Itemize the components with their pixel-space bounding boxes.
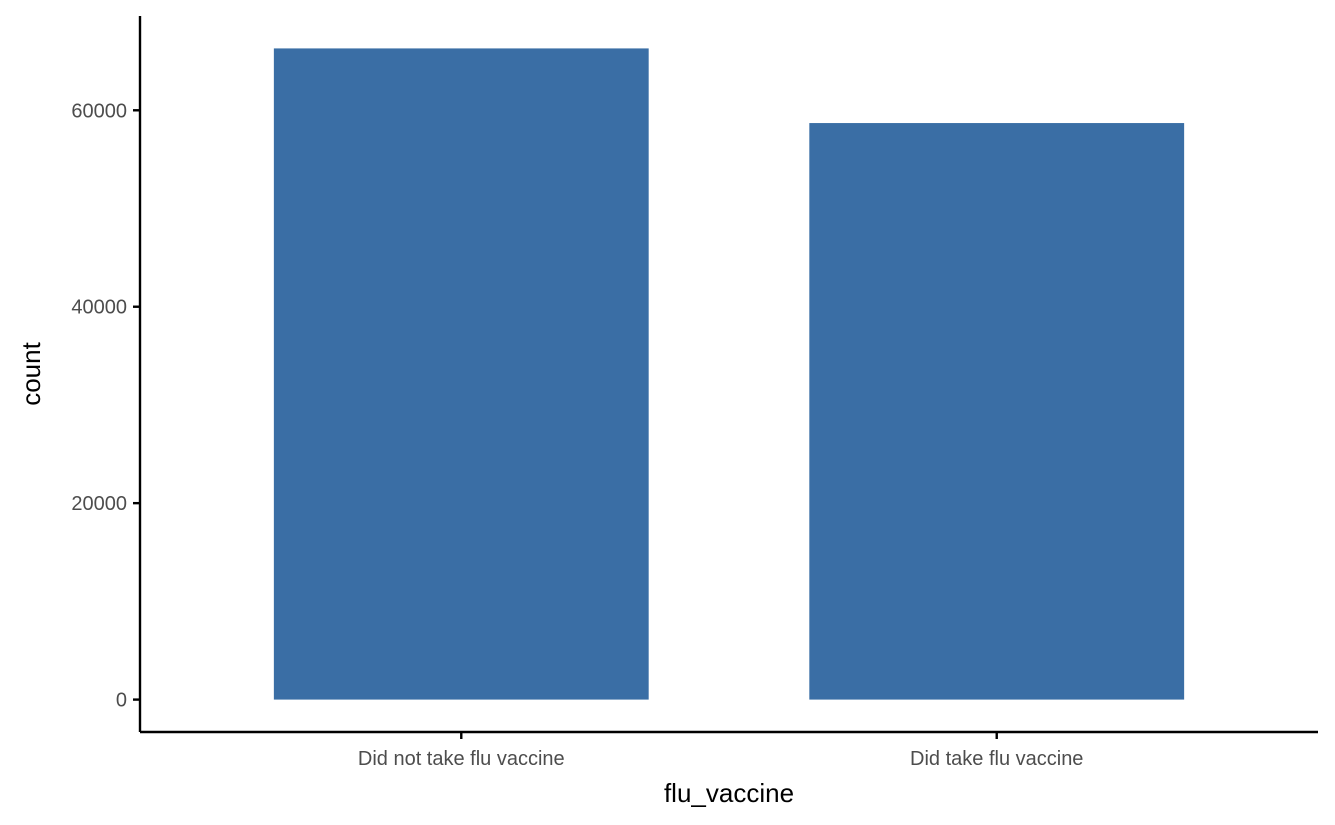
y-tick-label: 40000	[71, 297, 127, 319]
x-tick-label: Did take flu vaccine	[910, 748, 1083, 770]
y-axis-ticks: 0 20000 40000 60000	[71, 100, 140, 712]
bar-2	[809, 123, 1185, 700]
bar-1	[273, 48, 649, 700]
y-tick-label: 60000	[71, 100, 127, 122]
y-tick-label: 20000	[71, 493, 127, 515]
y-axis-title: count	[16, 341, 46, 405]
y-tick-label: 0	[116, 690, 127, 712]
x-axis-title: flu_vaccine	[664, 778, 794, 808]
x-tick-label: Did not take flu vaccine	[358, 748, 565, 770]
x-axis-ticks: Did not take flu vaccine Did take flu vac…	[358, 732, 1083, 770]
bars-group	[273, 48, 1185, 700]
